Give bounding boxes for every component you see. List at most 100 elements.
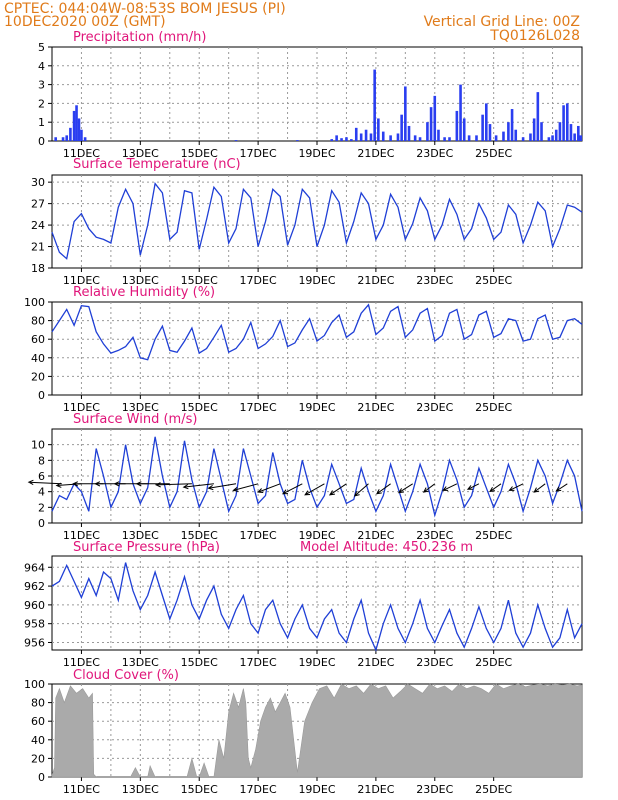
precip-bar [340, 138, 343, 141]
precip-bar [494, 135, 498, 141]
precip-bar [536, 92, 540, 141]
precip-ytick-label: 2 [38, 97, 45, 110]
wind-ytick-label: 8 [38, 454, 45, 467]
pressure-panel: 956 958 960 962 964 11DEC 13DEC 15DEC 17DEC 19DEC… [24, 540, 583, 669]
pressure-xtick-label: 21DEC [357, 656, 394, 669]
pressure-series-line [51, 562, 583, 652]
rh-panel: 0 20 40 60 80 100 11DEC 13DEC 15DEC 17DEC 19DEC 21D… [24, 285, 583, 414]
wind-vector-arrow [304, 483, 325, 496]
precip-bar [443, 137, 446, 141]
precip-bar [521, 137, 525, 141]
precip-bar [507, 122, 510, 141]
precip-bar [532, 118, 536, 141]
rh-xtick-label: 13DEC [122, 401, 159, 414]
cloud-xtick-label: 21DEC [357, 783, 394, 796]
precip-bar [377, 118, 380, 141]
rh-series-line [51, 303, 583, 361]
precip-xtick-label: 23DEC [416, 147, 453, 160]
cloud-xtick-label: 13DEC [122, 783, 159, 796]
wind-xtick-label: 13DEC [122, 529, 159, 542]
temp-series-line [51, 182, 583, 260]
wind-vector-arrow [328, 483, 347, 496]
precip-bar [396, 133, 400, 141]
precip-bar [554, 129, 558, 141]
cloud-ytick-label: 40 [31, 734, 45, 747]
wind-series-line [51, 436, 583, 518]
rh-xtick-label: 19DEC [298, 401, 335, 414]
wind-panel: 0 2 4 6 8 10 11DEC 13DEC 15DEC 17DEC 19DEC 21DEC 23D… [27, 412, 583, 542]
precip-bar [467, 135, 471, 141]
precip-bar [455, 110, 459, 141]
wind-vector-arrow [135, 481, 170, 487]
precip-bar [354, 127, 358, 141]
precip-bar [459, 84, 462, 141]
wind-ytick-label: 2 [38, 501, 45, 514]
panels: 0 1 2 3 4 5 11DEC 13DEC 15DEC 17DEC 19DEC 21DEC 23DE… [24, 30, 583, 796]
header-grid-note: Vertical Grid Line: 00Z [424, 14, 580, 30]
precip-bar [369, 133, 373, 141]
precip-bar [429, 107, 433, 141]
rh-ytick-label: 0 [38, 389, 45, 402]
rh-xtick-label: 25DEC [475, 401, 512, 414]
wind-vector-arrow [353, 483, 369, 497]
precip-bar [485, 103, 488, 141]
precip-bar [350, 139, 353, 141]
pressure-annotation: Model Altitude: 450.236 m [300, 540, 473, 555]
wind-ytick-label: 10 [31, 439, 45, 452]
temp-xtick-label: 21DEC [357, 274, 394, 287]
precip-bar [418, 137, 422, 141]
header-model-id: TQ0126L028 [489, 28, 580, 44]
pressure-ytick-label: 964 [24, 561, 45, 574]
wind-vector-arrow [508, 483, 524, 491]
cloud-xtick-label: 11DEC [63, 783, 100, 796]
wind-xtick-label: 15DEC [181, 529, 218, 542]
precip-bar [364, 129, 368, 141]
precip-bar [437, 129, 440, 141]
precip-bar [381, 131, 385, 141]
precip-xtick-label: 25DEC [475, 147, 512, 160]
precip-bar [373, 69, 376, 141]
precip-bar [345, 137, 348, 141]
precip-bar [577, 125, 580, 141]
wind-vector-arrow [207, 483, 237, 491]
precip-bar [569, 124, 573, 141]
temp-ytick-label: 27 [31, 198, 45, 211]
header-station: CPTEC: 044:04W-08:53S BOM JESUS (PI) [4, 1, 286, 17]
precip-bar [77, 118, 81, 141]
rh-ytick-label: 60 [31, 333, 45, 346]
precip-bar [540, 122, 543, 141]
wind-vector-arrow [232, 483, 259, 492]
precip-bar [551, 135, 554, 141]
temp-xtick-label: 23DEC [416, 274, 453, 287]
precip-bar [80, 129, 83, 141]
temp-title: Surface Temperature (nC) [73, 157, 241, 172]
precip-bar [296, 140, 299, 141]
precip-bar [510, 109, 514, 141]
cloud-ytick-label: 20 [31, 752, 45, 765]
precip-bar [426, 122, 429, 141]
wind-vector-arrow [257, 483, 281, 493]
cloud-ytick-label: 0 [38, 771, 45, 784]
precip-bar [330, 139, 334, 141]
cloud-xtick-label: 25DEC [475, 783, 512, 796]
pressure-xtick-label: 15DEC [181, 656, 218, 669]
cloud-panel: 0 20 40 60 80 100 11DEC 13DEC 15DEC 17DEC 19DEC 21D… [24, 668, 583, 796]
header-run-date: 10DEC2020 00Z (GMT) [4, 14, 166, 30]
temp-ytick-label: 18 [31, 262, 45, 275]
precip-bar [413, 135, 417, 141]
temp-ytick-label: 21 [31, 241, 45, 254]
wind-vector-arrow [422, 483, 436, 493]
precip-bar [407, 125, 411, 141]
cloud-title: Cloud Cover (%) [73, 668, 179, 683]
precip-xtick-label: 11DEC [63, 147, 100, 160]
temp-xtick-label: 17DEC [240, 274, 277, 287]
precip-ytick-label: 3 [38, 79, 45, 92]
cloud-ytick-label: 60 [31, 715, 45, 728]
precip-bar [404, 86, 407, 141]
temp-panel: 18 21 24 27 30 11DEC 13DEC 15DEC 17DEC 19DEC 21DEC… [31, 157, 583, 287]
precip-bar [69, 127, 72, 141]
rh-ytick-label: 100 [24, 296, 45, 309]
temp-xtick-label: 25DEC [475, 274, 512, 287]
rh-xtick-label: 15DEC [181, 401, 218, 414]
